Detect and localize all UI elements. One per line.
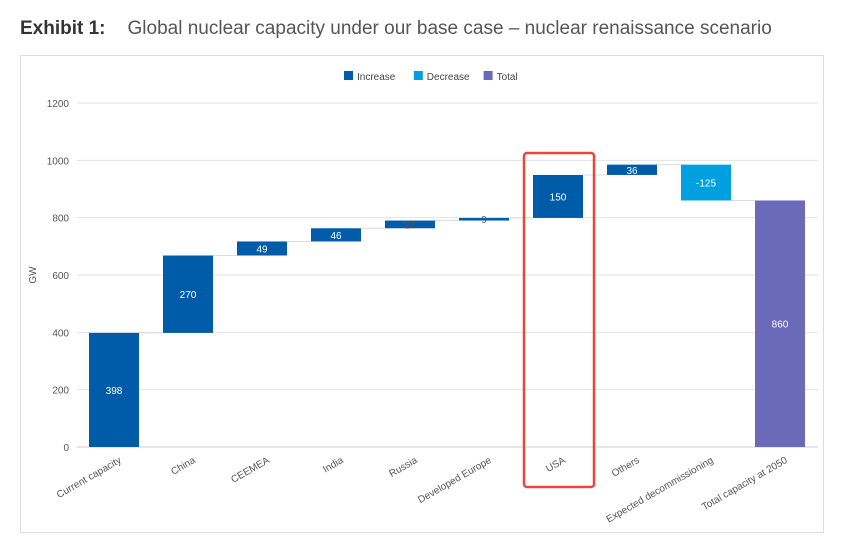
title-text: Global nuclear capacity under our base c…: [127, 18, 772, 39]
bar-china: [163, 255, 213, 333]
x-tick-label: India: [321, 455, 346, 476]
bar-india: [311, 228, 361, 242]
x-tick-label: USA: [544, 455, 568, 475]
bar-usa: [533, 174, 583, 218]
data-label: 36: [626, 166, 638, 177]
x-tick-label: Others: [610, 455, 641, 480]
exhibit-number: Exhibit 1:: [20, 18, 106, 39]
legend-swatch-total: [483, 71, 493, 80]
legend-swatch-increase: [344, 71, 353, 80]
data-label: 49: [256, 244, 268, 255]
y-tick-label: 600: [52, 271, 69, 282]
bar-ceemea: [237, 241, 287, 256]
bar-russia: [385, 220, 435, 229]
legend-swatch-decrease: [413, 71, 423, 80]
legend-label: Decrease: [427, 72, 470, 83]
x-tick-label: China: [169, 455, 198, 478]
data-label: 46: [330, 231, 342, 242]
y-tick-label: 400: [52, 328, 69, 339]
highlight-box: [522, 151, 596, 489]
bar-expected-decommissioning: [681, 164, 731, 201]
y-tick-label: 800: [52, 214, 69, 225]
x-tick-label: Current capacity: [55, 455, 124, 501]
data-label: 860: [772, 320, 789, 331]
x-tick-label: Developed Europe: [416, 455, 494, 506]
x-tick-label: CEEMEA: [229, 455, 271, 486]
x-tick-label: Russia: [388, 455, 420, 480]
y-tick-label: 0: [63, 443, 69, 454]
data-label: -125: [696, 179, 716, 190]
bar-total-capacity-at-2050: [755, 200, 805, 447]
exhibit-title: Exhibit 1: Global nuclear capacity under …: [20, 18, 772, 40]
legend-label: Increase: [357, 72, 396, 83]
data-label: 9: [481, 215, 487, 226]
chart-frame: [20, 55, 824, 533]
data-label: 27: [404, 220, 416, 231]
bar-current-capacity: [89, 332, 139, 447]
data-label: 398: [106, 386, 123, 397]
y-tick-label: 200: [52, 386, 69, 397]
legend-label: Total: [497, 72, 518, 83]
bar-developed-europe: [459, 217, 509, 221]
y-tick-label: 1200: [47, 99, 70, 110]
data-label: 270: [180, 290, 197, 301]
bar-others: [607, 164, 657, 175]
data-label: 150: [550, 192, 567, 203]
y-axis-label: GW: [28, 266, 39, 284]
y-tick-label: 1000: [47, 156, 70, 167]
